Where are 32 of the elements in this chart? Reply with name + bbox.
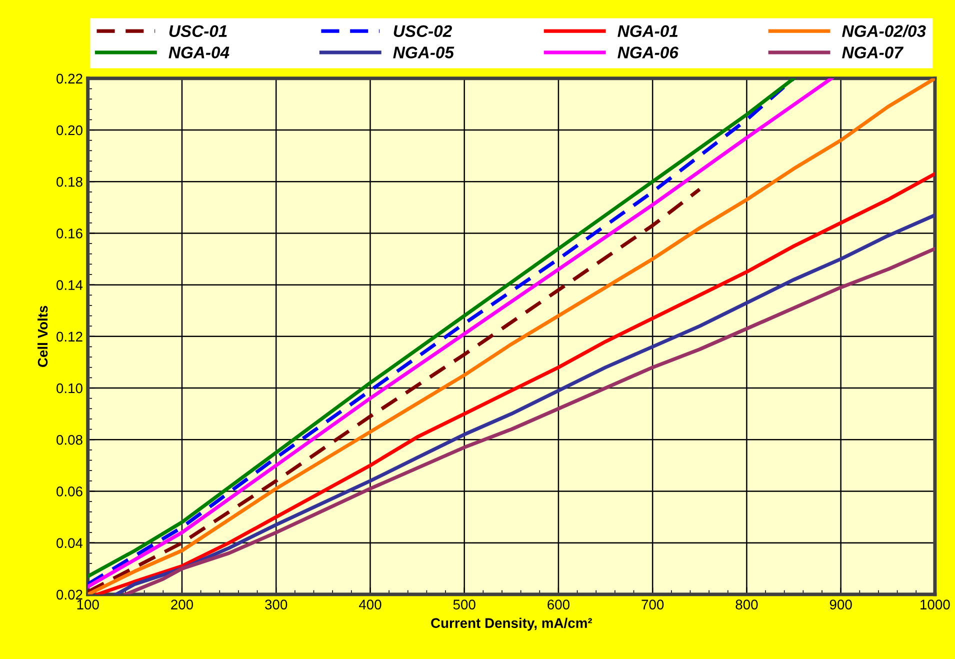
x-tick-label: 800 — [736, 600, 758, 610]
legend-label: NGA-06 — [618, 46, 679, 58]
line-series — [88, 188, 702, 594]
x-axis-title: Current Density, mA/cm² — [431, 618, 592, 631]
legend-label: NGA-07 — [842, 46, 904, 58]
y-tick-label: 0.12 — [56, 332, 82, 342]
x-tick-label: 100 — [77, 600, 99, 610]
x-tick-label: 400 — [358, 600, 382, 610]
y-tick-label: 0.10 — [56, 383, 82, 394]
x-tick-label: 200 — [171, 600, 194, 610]
legend-label: NGA-04 — [168, 46, 230, 58]
y-tick-label: 0.14 — [56, 280, 83, 290]
y-tick-label: 0.06 — [56, 486, 82, 496]
x-tick-label: 500 — [453, 600, 476, 610]
x-tick-label: 300 — [265, 600, 288, 610]
y-tick-label: 0.16 — [56, 228, 82, 238]
legend-label: NGA-02/03 — [842, 24, 926, 38]
legend-label: NGA-05 — [393, 46, 454, 58]
x-tick-label: 1000 — [920, 600, 950, 610]
x-tick-label: 600 — [548, 600, 570, 610]
legend-label: NGA-01 — [618, 25, 678, 38]
y-tick-label: 0.18 — [56, 176, 82, 187]
legend-label: USC-02 — [394, 25, 452, 38]
y-tick-label: 0.02 — [56, 590, 82, 600]
y-tick-label: 0.22 — [56, 74, 82, 84]
x-tick-label: 700 — [642, 600, 664, 610]
y-tick-label: 0.04 — [56, 538, 83, 548]
y-tick-label: 0.20 — [56, 125, 82, 136]
x-tick-label: 900 — [830, 600, 852, 610]
y-axis-title: Cell Volts — [37, 306, 48, 367]
legend-label: USC-01 — [169, 25, 227, 38]
y-tick-label: 0.08 — [56, 434, 82, 445]
